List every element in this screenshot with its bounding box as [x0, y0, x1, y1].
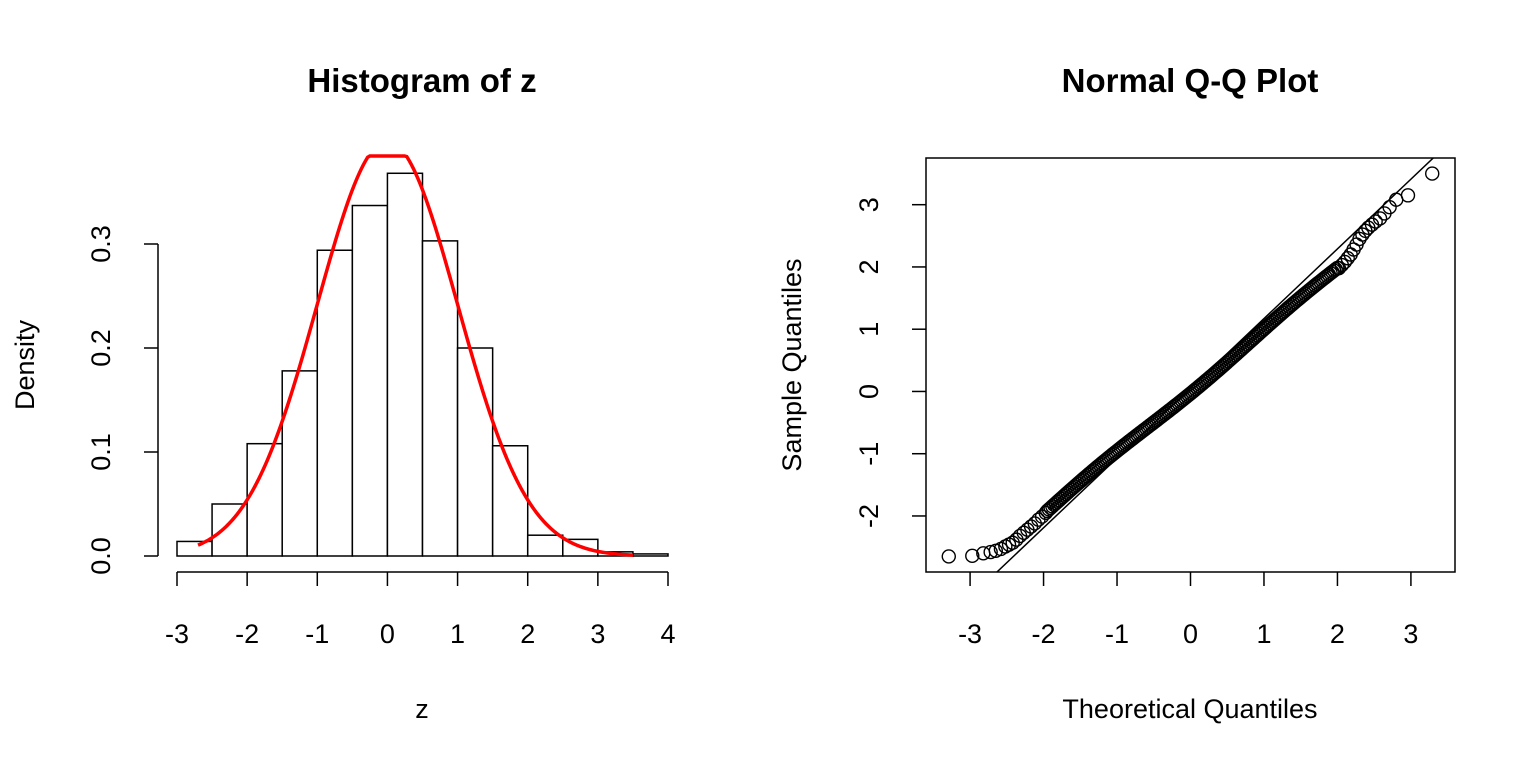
histogram-x-tick-label: 1: [450, 619, 465, 649]
qq-point: [1330, 260, 1345, 276]
histogram-panel: Histogram of z z Density -3 -2 -1 0 1 2 3 4 0.0…: [10, 62, 676, 724]
qq-y-tick-label: -2: [854, 504, 884, 528]
histogram-x-tick-label: -2: [235, 619, 259, 649]
qq-x-axis: -3 -2 -1 0 1 2 3: [958, 572, 1418, 649]
qq-y-tick-label: 3: [854, 197, 884, 212]
qq-x-axis-label: Theoretical Quantiles: [1062, 694, 1317, 724]
histogram-x-tick-label: 3: [590, 619, 605, 649]
qq-point: [983, 544, 998, 560]
histogram-y-axis: 0.0 0.1 0.2 0.3: [86, 225, 159, 575]
qq-point: [1425, 166, 1440, 181]
qq-x-tick-label: 3: [1403, 619, 1418, 649]
histogram-x-tick-label: 0: [380, 619, 395, 649]
histogram-title: Histogram of z: [307, 62, 536, 99]
histogram-bar: [246, 442, 283, 557]
histogram-x-tick-label: -1: [305, 619, 329, 649]
histogram-y-tick-label: 0.0: [86, 537, 116, 575]
qq-point: [1326, 263, 1342, 278]
histogram-bar: [526, 534, 564, 557]
histogram-y-tick-label: 0.1: [86, 433, 116, 471]
qq-y-tick-label: -1: [854, 442, 884, 466]
qq-point: [1389, 192, 1404, 207]
qq-x-tick-label: -3: [958, 619, 982, 649]
histogram-x-axis: -3 -2 -1 0 1 2 3 4: [165, 571, 676, 649]
qq-x-tick-label: 1: [1256, 619, 1271, 649]
histogram-x-tick-label: 4: [660, 619, 675, 649]
qq-y-axis: -2 -1 0 1 2 3: [854, 197, 926, 528]
qq-point: [1034, 509, 1050, 524]
histogram-y-axis-label: Density: [10, 319, 40, 410]
qq-point: [1328, 262, 1343, 277]
histogram-x-tick-label: 2: [520, 619, 535, 649]
histogram-x-axis-label: z: [415, 694, 429, 724]
qq-title: Normal Q-Q Plot: [1062, 62, 1319, 99]
histogram-bar: [351, 204, 389, 557]
normal-density-curve: [197, 154, 634, 557]
histogram-bar: [211, 503, 248, 557]
qq-x-tick-label: 2: [1330, 619, 1345, 649]
histogram-bar: [386, 172, 424, 557]
histogram-bar: [176, 540, 213, 557]
qq-point: [1368, 214, 1383, 229]
qq-y-tick-label: 1: [854, 322, 884, 337]
qq-point: [1009, 532, 1024, 547]
histogram-y-tick-label: 0.3: [86, 225, 116, 263]
qq-point: [1372, 211, 1388, 226]
histogram-bar: [632, 553, 669, 557]
histogram-y-tick-label: 0.2: [86, 329, 116, 367]
qq-x-tick-label: 0: [1183, 619, 1198, 649]
histogram-bar: [316, 249, 354, 557]
histogram-x-tick-label: -3: [165, 619, 189, 649]
histogram-bars: [176, 172, 669, 557]
qq-y-tick-label: 2: [854, 259, 884, 274]
histogram-bar: [456, 347, 494, 557]
qq-point: [1005, 535, 1020, 550]
qq-point: [1400, 188, 1416, 203]
qq-x-tick-label: -1: [1105, 619, 1129, 649]
qq-plot-panel: Normal Q-Q Plot Theoretical Quantiles Sa…: [777, 62, 1456, 724]
qq-points: [941, 166, 1440, 564]
qq-point: [941, 549, 956, 564]
qq-point: [1325, 264, 1340, 280]
histogram-bar: [281, 370, 319, 557]
histogram-bar: [421, 240, 459, 557]
qq-y-axis-label: Sample Quantiles: [777, 258, 807, 471]
qq-point: [965, 548, 980, 564]
qq-y-tick-label: 0: [854, 384, 884, 399]
qq-x-tick-label: -2: [1032, 619, 1056, 649]
